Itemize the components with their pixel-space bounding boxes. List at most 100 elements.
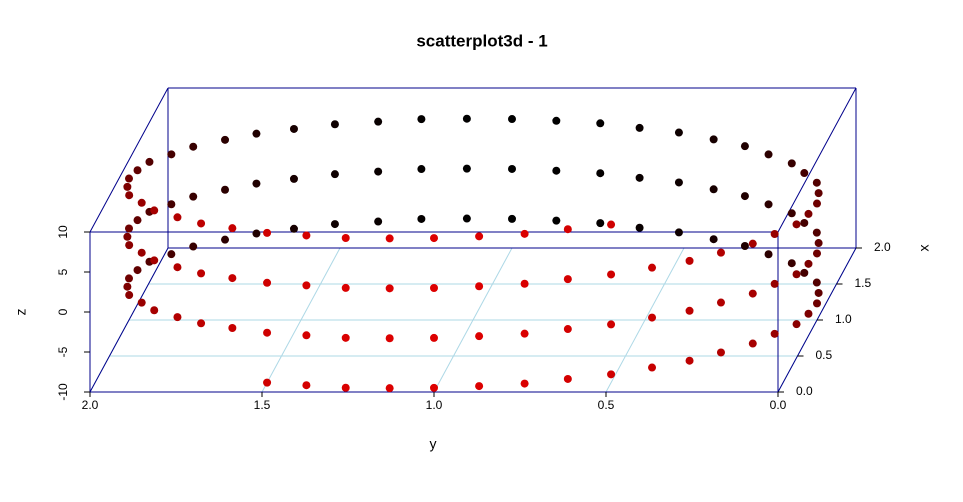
point <box>709 185 718 194</box>
point <box>150 256 159 265</box>
point <box>792 320 801 329</box>
point <box>607 270 616 279</box>
point <box>648 263 657 272</box>
point <box>341 283 350 292</box>
point <box>263 228 272 237</box>
point <box>189 242 198 251</box>
point <box>596 219 605 228</box>
point <box>635 173 644 182</box>
point <box>800 169 809 178</box>
x-tick-label: 1.5 <box>855 276 872 290</box>
point <box>341 234 350 242</box>
point <box>800 218 809 227</box>
y-tick-label: 0.0 <box>770 398 787 412</box>
point <box>374 167 383 176</box>
point <box>302 331 311 340</box>
point <box>748 339 757 348</box>
grid-line <box>605 247 685 393</box>
point <box>330 120 339 129</box>
point <box>635 223 644 232</box>
point <box>125 241 134 250</box>
point <box>770 329 779 338</box>
chart-title: scatterplot3d - 1 <box>416 31 547 50</box>
point <box>814 239 823 248</box>
point <box>552 166 561 175</box>
point <box>812 278 821 287</box>
point <box>289 224 298 233</box>
point <box>635 123 644 132</box>
point <box>145 157 154 166</box>
point <box>800 268 809 277</box>
point <box>740 142 749 151</box>
z-tick-label: -5 <box>56 346 70 357</box>
point <box>221 135 230 144</box>
point <box>133 266 142 275</box>
point <box>520 379 529 388</box>
x-tick-label: 0.0 <box>796 384 813 398</box>
point <box>430 234 438 243</box>
point <box>289 124 298 133</box>
point <box>475 382 484 391</box>
point <box>740 242 749 250</box>
point <box>607 320 616 329</box>
point <box>508 214 516 223</box>
point <box>563 325 572 334</box>
point <box>709 135 718 144</box>
point <box>462 114 471 123</box>
point <box>137 198 146 207</box>
point <box>764 200 773 209</box>
point <box>417 165 426 174</box>
point <box>430 383 438 392</box>
point <box>685 256 694 265</box>
point <box>674 228 683 237</box>
point <box>804 259 813 268</box>
point <box>123 232 132 241</box>
point <box>607 370 616 379</box>
point <box>787 259 796 268</box>
point <box>137 298 146 307</box>
point <box>302 231 311 240</box>
point <box>812 178 821 187</box>
y-tick-label: 2.0 <box>82 398 99 412</box>
point <box>263 328 272 337</box>
point <box>385 384 394 393</box>
point <box>716 348 725 357</box>
point <box>189 142 198 151</box>
point <box>252 179 261 188</box>
point <box>123 182 132 191</box>
point <box>150 206 159 215</box>
z-axis-label: z <box>13 309 29 316</box>
point <box>137 248 146 257</box>
point <box>563 225 572 234</box>
point <box>607 220 616 229</box>
point <box>330 220 339 229</box>
point <box>804 309 813 318</box>
point <box>430 333 438 342</box>
point <box>430 284 438 292</box>
point <box>462 164 471 173</box>
point <box>221 185 230 194</box>
point <box>173 313 182 322</box>
point <box>596 119 605 128</box>
point <box>374 217 383 226</box>
point <box>167 250 176 259</box>
point <box>173 213 182 222</box>
z-tick-label: 10 <box>56 225 70 239</box>
point <box>167 200 176 209</box>
point <box>814 288 823 297</box>
point <box>475 332 484 341</box>
point <box>341 383 350 392</box>
z-tick-label: 5 <box>56 268 70 275</box>
point <box>792 270 801 279</box>
point <box>125 274 133 283</box>
point <box>417 214 426 223</box>
point <box>221 235 230 244</box>
z-tick-label: 0 <box>56 308 70 315</box>
point <box>685 306 694 315</box>
point <box>764 150 773 159</box>
point <box>716 298 725 307</box>
point <box>133 166 142 175</box>
point <box>228 274 237 283</box>
box-edge <box>89 87 169 233</box>
